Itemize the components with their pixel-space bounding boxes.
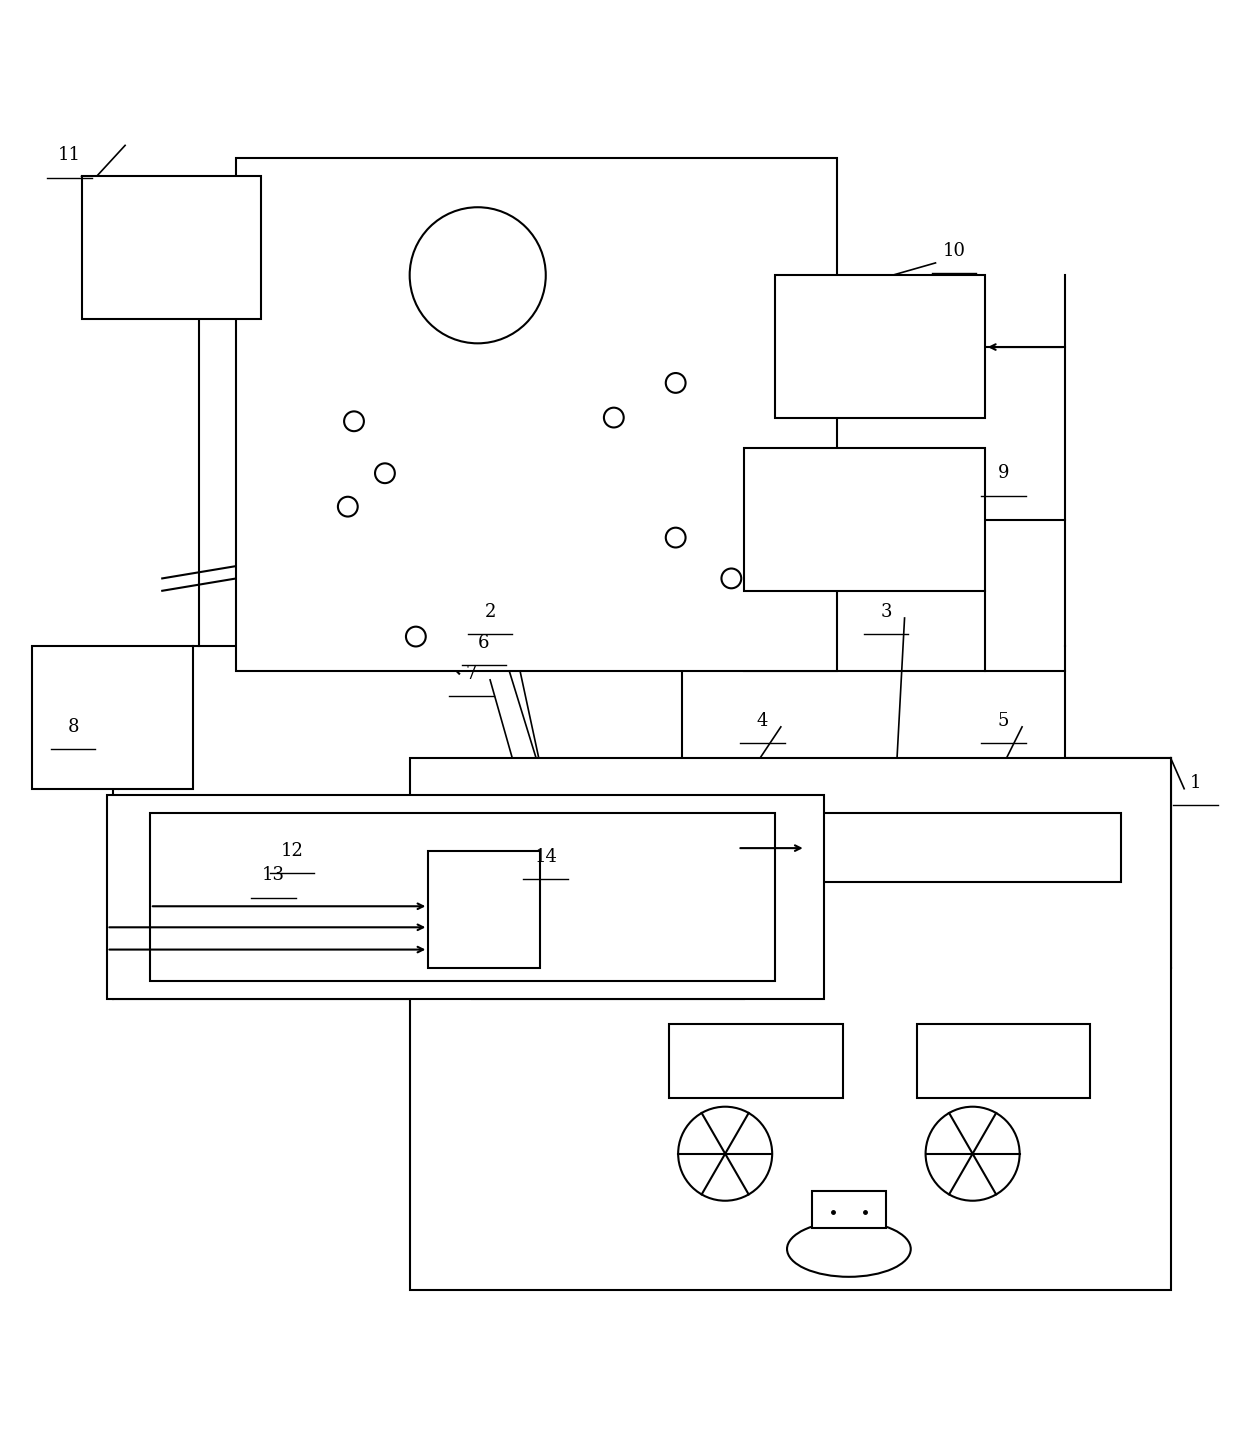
Bar (775, 276, 985, 417)
Bar (150, 813, 775, 980)
Text: 6: 6 (479, 633, 490, 652)
Text: 9: 9 (998, 464, 1009, 482)
Text: 7: 7 (466, 664, 477, 683)
Text: 8: 8 (67, 717, 79, 736)
Bar (916, 1023, 1090, 1097)
Text: 13: 13 (262, 866, 285, 885)
Text: 4: 4 (756, 712, 768, 730)
Bar (409, 757, 1171, 1290)
Bar (428, 850, 539, 967)
Bar (744, 449, 985, 590)
Bar (107, 795, 825, 999)
Bar (670, 1023, 843, 1097)
Bar (32, 646, 193, 789)
Bar (237, 157, 837, 672)
Text: 12: 12 (280, 842, 304, 860)
Text: 14: 14 (534, 847, 557, 866)
Text: 3: 3 (880, 603, 892, 620)
Text: 11: 11 (58, 146, 81, 164)
Bar (806, 813, 1121, 882)
Text: 1: 1 (1189, 773, 1202, 792)
Text: 10: 10 (942, 242, 966, 260)
Bar (82, 176, 262, 319)
Text: 2: 2 (485, 603, 496, 620)
Text: 5: 5 (998, 712, 1009, 730)
Bar (812, 1190, 887, 1228)
Bar (558, 813, 738, 882)
Bar (471, 895, 744, 999)
